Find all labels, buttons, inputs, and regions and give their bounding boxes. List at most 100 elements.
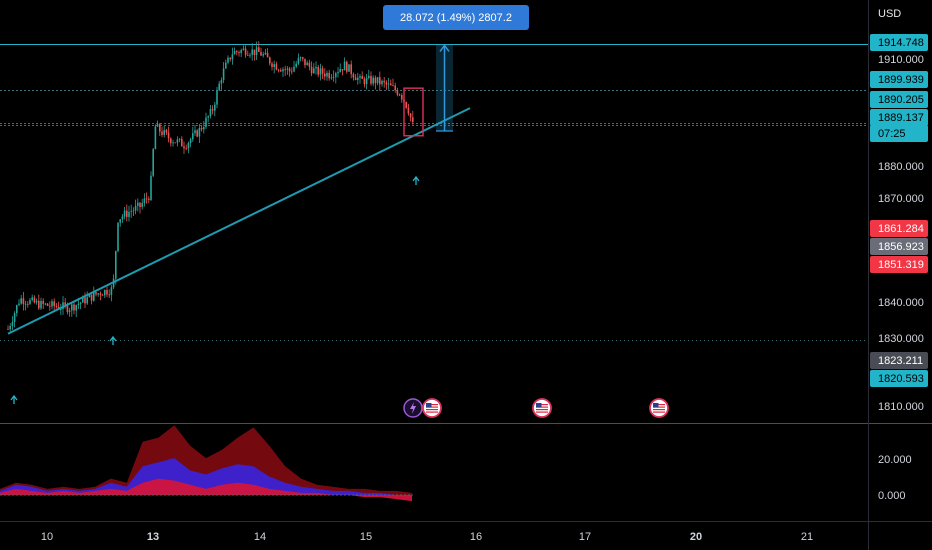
candle-body xyxy=(275,64,278,70)
price-badge xyxy=(870,71,928,88)
horizontal-levels xyxy=(0,44,868,341)
candle-body xyxy=(352,74,355,78)
candle-body xyxy=(253,49,256,55)
candle-body xyxy=(277,69,280,71)
candle-body xyxy=(183,146,185,149)
price-tick-label: 1870.000 xyxy=(878,193,924,205)
candle-body xyxy=(401,95,403,100)
candle-body xyxy=(291,71,293,73)
candle-body xyxy=(368,75,370,78)
us-flag-icon[interactable] xyxy=(422,398,442,418)
candle-body xyxy=(119,219,121,223)
candle-body xyxy=(240,50,242,54)
indicator-area xyxy=(0,425,413,502)
candle-body xyxy=(49,305,51,307)
candle-body xyxy=(33,297,36,303)
price-badge-label: 1823.211 xyxy=(878,355,923,367)
price-tick-label: 1840.000 xyxy=(878,297,924,309)
candle-body xyxy=(145,198,148,200)
price-badge-label: 1856.923 xyxy=(878,241,924,253)
candle-body xyxy=(293,66,295,72)
candle-body xyxy=(337,71,339,74)
candle-body xyxy=(398,94,401,96)
time-tick-label: 20 xyxy=(690,531,702,543)
flag-stripe xyxy=(653,411,665,413)
candle-body xyxy=(95,292,97,295)
arrow-up-icon xyxy=(10,394,18,404)
candle-body xyxy=(104,289,106,296)
price-badge xyxy=(870,91,928,108)
candle-body xyxy=(13,313,16,323)
candle-body xyxy=(84,297,86,304)
candle-body xyxy=(126,210,128,217)
candle-body xyxy=(302,57,304,59)
candle-body xyxy=(365,77,368,85)
candle-body xyxy=(62,302,64,309)
candle-body xyxy=(99,293,102,295)
candle-body xyxy=(394,85,396,91)
candle-body xyxy=(258,47,260,52)
price-badge xyxy=(870,220,928,237)
time-tick-label: 16 xyxy=(470,531,482,543)
time-axis-ticks: 10 13 14 15 16 17 20 21 xyxy=(41,531,813,543)
candle-body xyxy=(313,68,315,74)
candle-body xyxy=(29,299,31,304)
candle-body xyxy=(24,303,27,305)
indicator-series-area xyxy=(0,458,412,498)
trendline[interactable] xyxy=(7,107,471,335)
us-flag-icon[interactable] xyxy=(532,398,552,418)
candle-body xyxy=(101,294,104,296)
candle-body xyxy=(244,48,247,55)
candle-body xyxy=(178,138,181,140)
us-flag-icon[interactable] xyxy=(649,398,669,418)
flag-stripe xyxy=(536,406,548,408)
price-badge xyxy=(870,352,928,369)
candle-body xyxy=(189,139,192,144)
indicator-series-area xyxy=(0,478,412,502)
arrow-up-icon xyxy=(412,175,420,185)
candle-body xyxy=(198,128,201,137)
indicator-axis-ticks: 20.000 0.000 xyxy=(878,454,912,502)
candle-body xyxy=(128,211,130,217)
candle-body xyxy=(73,304,75,311)
candle-body xyxy=(233,51,236,55)
price-badge xyxy=(870,256,928,273)
candle-body xyxy=(361,76,363,79)
candle-body xyxy=(372,77,374,84)
candle-body xyxy=(332,77,335,78)
flag-canton xyxy=(653,403,659,408)
event-icons[interactable] xyxy=(403,398,669,418)
measure-tool[interactable] xyxy=(403,44,453,137)
flag-canton xyxy=(536,403,542,408)
candle-body xyxy=(249,54,251,56)
price-badge-label: 1820.593 xyxy=(878,373,924,385)
highlight-box[interactable] xyxy=(403,87,424,137)
currency-label[interactable]: USD xyxy=(878,8,902,20)
candle-body xyxy=(75,305,77,311)
candle-body xyxy=(150,175,152,200)
candle-body xyxy=(297,58,300,64)
candle-body xyxy=(409,113,412,118)
candle-body xyxy=(295,63,297,67)
candle-body xyxy=(18,303,20,306)
candle-body xyxy=(148,198,150,200)
candle-body xyxy=(218,83,220,91)
flag-stripe xyxy=(653,406,665,408)
candle-body xyxy=(214,104,216,111)
candle-body xyxy=(156,124,159,127)
candle-body xyxy=(110,287,113,295)
candle-body xyxy=(211,109,214,111)
flag-stripe xyxy=(653,404,665,406)
time-tick-label: 21 xyxy=(801,531,813,543)
candle-body xyxy=(42,300,44,304)
candle-body xyxy=(405,102,407,108)
candle-body xyxy=(93,292,95,301)
candle-body xyxy=(280,70,282,72)
candle-body xyxy=(40,300,42,309)
candle-body xyxy=(247,54,249,56)
price-badge-label: 1914.748 xyxy=(878,37,924,49)
price-badge-label: 1890.205 xyxy=(878,94,924,106)
candle-body xyxy=(225,62,227,69)
price-badge xyxy=(870,370,928,387)
indicator-tick-label: 20.000 xyxy=(878,454,912,466)
